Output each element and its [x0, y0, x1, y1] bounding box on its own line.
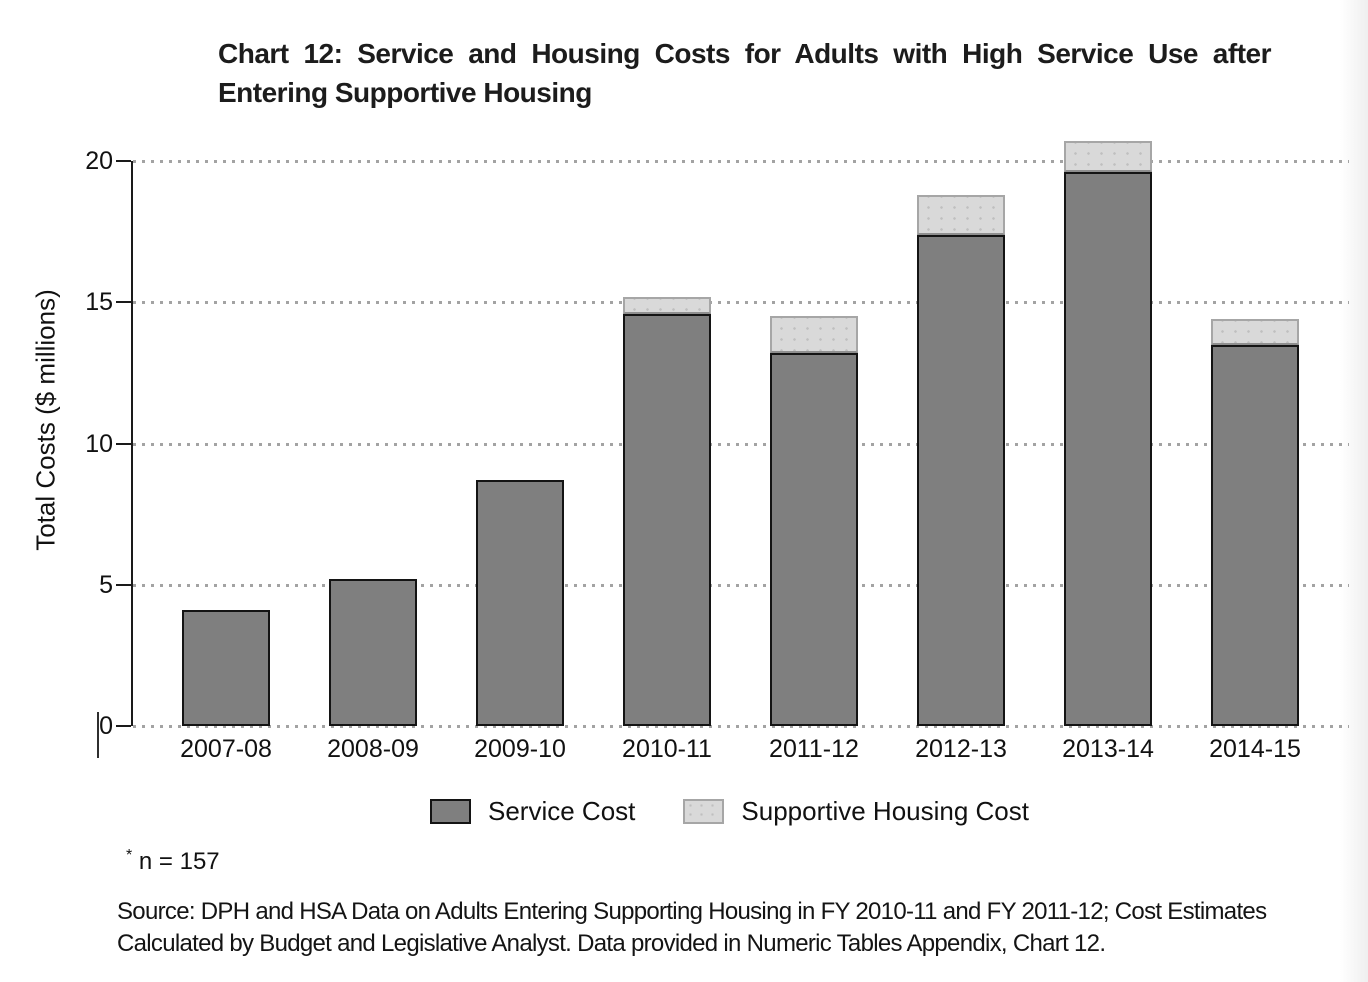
bar-service-cost-2012-13	[917, 234, 1005, 726]
bar-supportive-housing-cost-2011-12	[770, 316, 858, 354]
y-tick-label-10: 10	[85, 429, 113, 458]
y-tick-label-0: 0	[99, 712, 113, 740]
bar-service-cost-2014-15	[1211, 344, 1299, 726]
y-tick-label-15: 15	[85, 288, 113, 317]
y-tick-5	[116, 583, 131, 586]
stray-line-artifact	[97, 712, 99, 758]
y-tick-0	[116, 725, 131, 727]
supportive-housing-cost-swatch-icon	[683, 799, 725, 824]
sample-size-footnote: * n = 157	[126, 847, 220, 876]
source-note-line2: Calculated by Budget and Legislative Ana…	[117, 930, 1106, 957]
source-note-line1: Source: DPH and HSA Data on Adults Enter…	[117, 898, 1267, 925]
y-tick-10	[116, 442, 131, 445]
bar-service-cost-2010-11	[623, 313, 711, 726]
chart-title: Chart 12: Service and Housing Costs for …	[218, 34, 1272, 112]
y-tick-label-5: 5	[99, 570, 113, 599]
bar-supportive-housing-cost-2013-14	[1064, 141, 1152, 173]
bar-service-cost-2011-12	[770, 353, 858, 726]
x-tick-label-2012-13: 2012-13	[915, 735, 1007, 763]
x-tick-label-2010-11: 2010-11	[622, 735, 712, 763]
bar-supportive-housing-cost-2010-11	[623, 296, 711, 314]
source-note: Source: DPH and HSA Data on Adults Enter…	[117, 896, 1357, 960]
footnote-text: n = 157	[138, 848, 220, 875]
gridline-10	[133, 442, 1349, 446]
bar-service-cost-2013-14	[1064, 172, 1152, 726]
legend-label-supportive-housing-cost: Supportive Housing Cost	[741, 796, 1029, 826]
gridline-0	[133, 725, 1349, 728]
bar-supportive-housing-cost-2012-13	[917, 195, 1005, 235]
legend-item-service-cost: Service Cost	[430, 796, 635, 827]
y-axis-title: Total Costs ($ millions)	[30, 289, 61, 551]
x-tick-label-2007-08: 2007-08	[180, 735, 272, 763]
bar-service-cost-2007-08	[182, 610, 270, 726]
chart-title-line1: Chart 12: Service and Housing Costs for …	[218, 38, 1272, 69]
gridline-20	[133, 160, 1349, 163]
bar-service-cost-2008-09	[329, 579, 417, 726]
x-tick-label-2008-09: 2008-09	[327, 735, 419, 763]
x-tick-label-2011-12: 2011-12	[769, 735, 859, 763]
x-tick-label-2013-14: 2013-14	[1062, 735, 1154, 763]
x-tick-label-2014-15: 2014-15	[1209, 735, 1301, 763]
legend: Service Cost Supportive Housing Cost	[430, 796, 1029, 827]
service-cost-swatch-icon	[430, 799, 471, 824]
gridline-15	[133, 301, 1349, 305]
chart-title-line2: Entering Supportive Housing	[218, 77, 592, 108]
legend-item-supportive-housing-cost: Supportive Housing Cost	[683, 796, 1029, 827]
footnote-asterisk: *	[126, 847, 133, 864]
y-tick-label-20: 20	[85, 147, 113, 175]
bar-supportive-housing-cost-2014-15	[1211, 319, 1299, 345]
gridline-5	[133, 583, 1349, 587]
legend-label-service-cost: Service Cost	[488, 796, 636, 826]
y-tick-15	[116, 301, 131, 304]
plot-area: 0 5 10 15 20 2007-08 2008-09 2009-10 2010-11 2011…	[85, 141, 1349, 763]
y-tick-20	[116, 160, 131, 162]
bar-service-cost-2009-10	[476, 480, 564, 726]
x-tick-label-2009-10: 2009-10	[474, 735, 566, 763]
